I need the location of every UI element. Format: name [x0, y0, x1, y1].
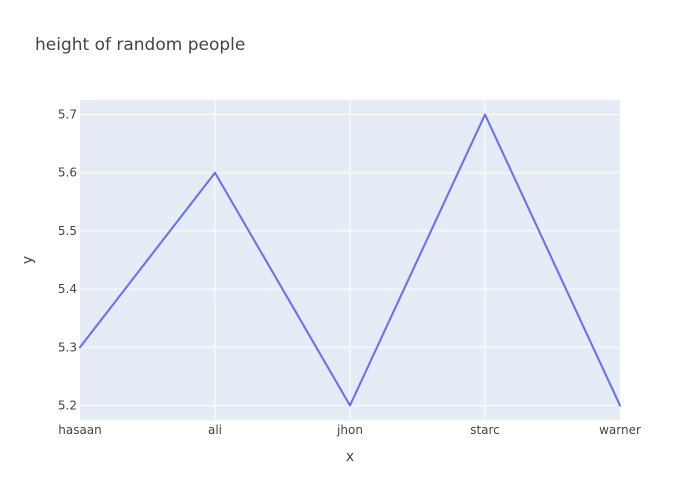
x-tick-label: ali [208, 423, 222, 437]
y-tick-label: 5.2 [58, 398, 77, 412]
chart-title: height of random people [35, 35, 245, 55]
series-lines [79, 113, 621, 407]
y-tick-label: 5.5 [58, 224, 77, 238]
x-tick-label: jhon [336, 423, 363, 437]
y-tick-label: 5.7 [58, 108, 77, 122]
x-tick-label: hasaan [58, 423, 102, 437]
y-tick-label: 5.6 [58, 166, 77, 180]
y-axis-ticks: 5.2 5.3 5.4 5.5 5.6 5.7 [58, 108, 77, 413]
x-tick-label: starc [470, 423, 500, 437]
y-axis-title: y [20, 256, 36, 264]
x-tick-label: warner [599, 423, 641, 437]
y-tick-label: 5.3 [58, 340, 77, 354]
y-tick-label: 5.4 [58, 282, 77, 296]
grid-lines [80, 100, 620, 420]
x-axis-ticks: hasaan ali jhon starc warner [58, 423, 641, 437]
x-axis-title: x [346, 449, 354, 465]
series-line [79, 113, 621, 407]
